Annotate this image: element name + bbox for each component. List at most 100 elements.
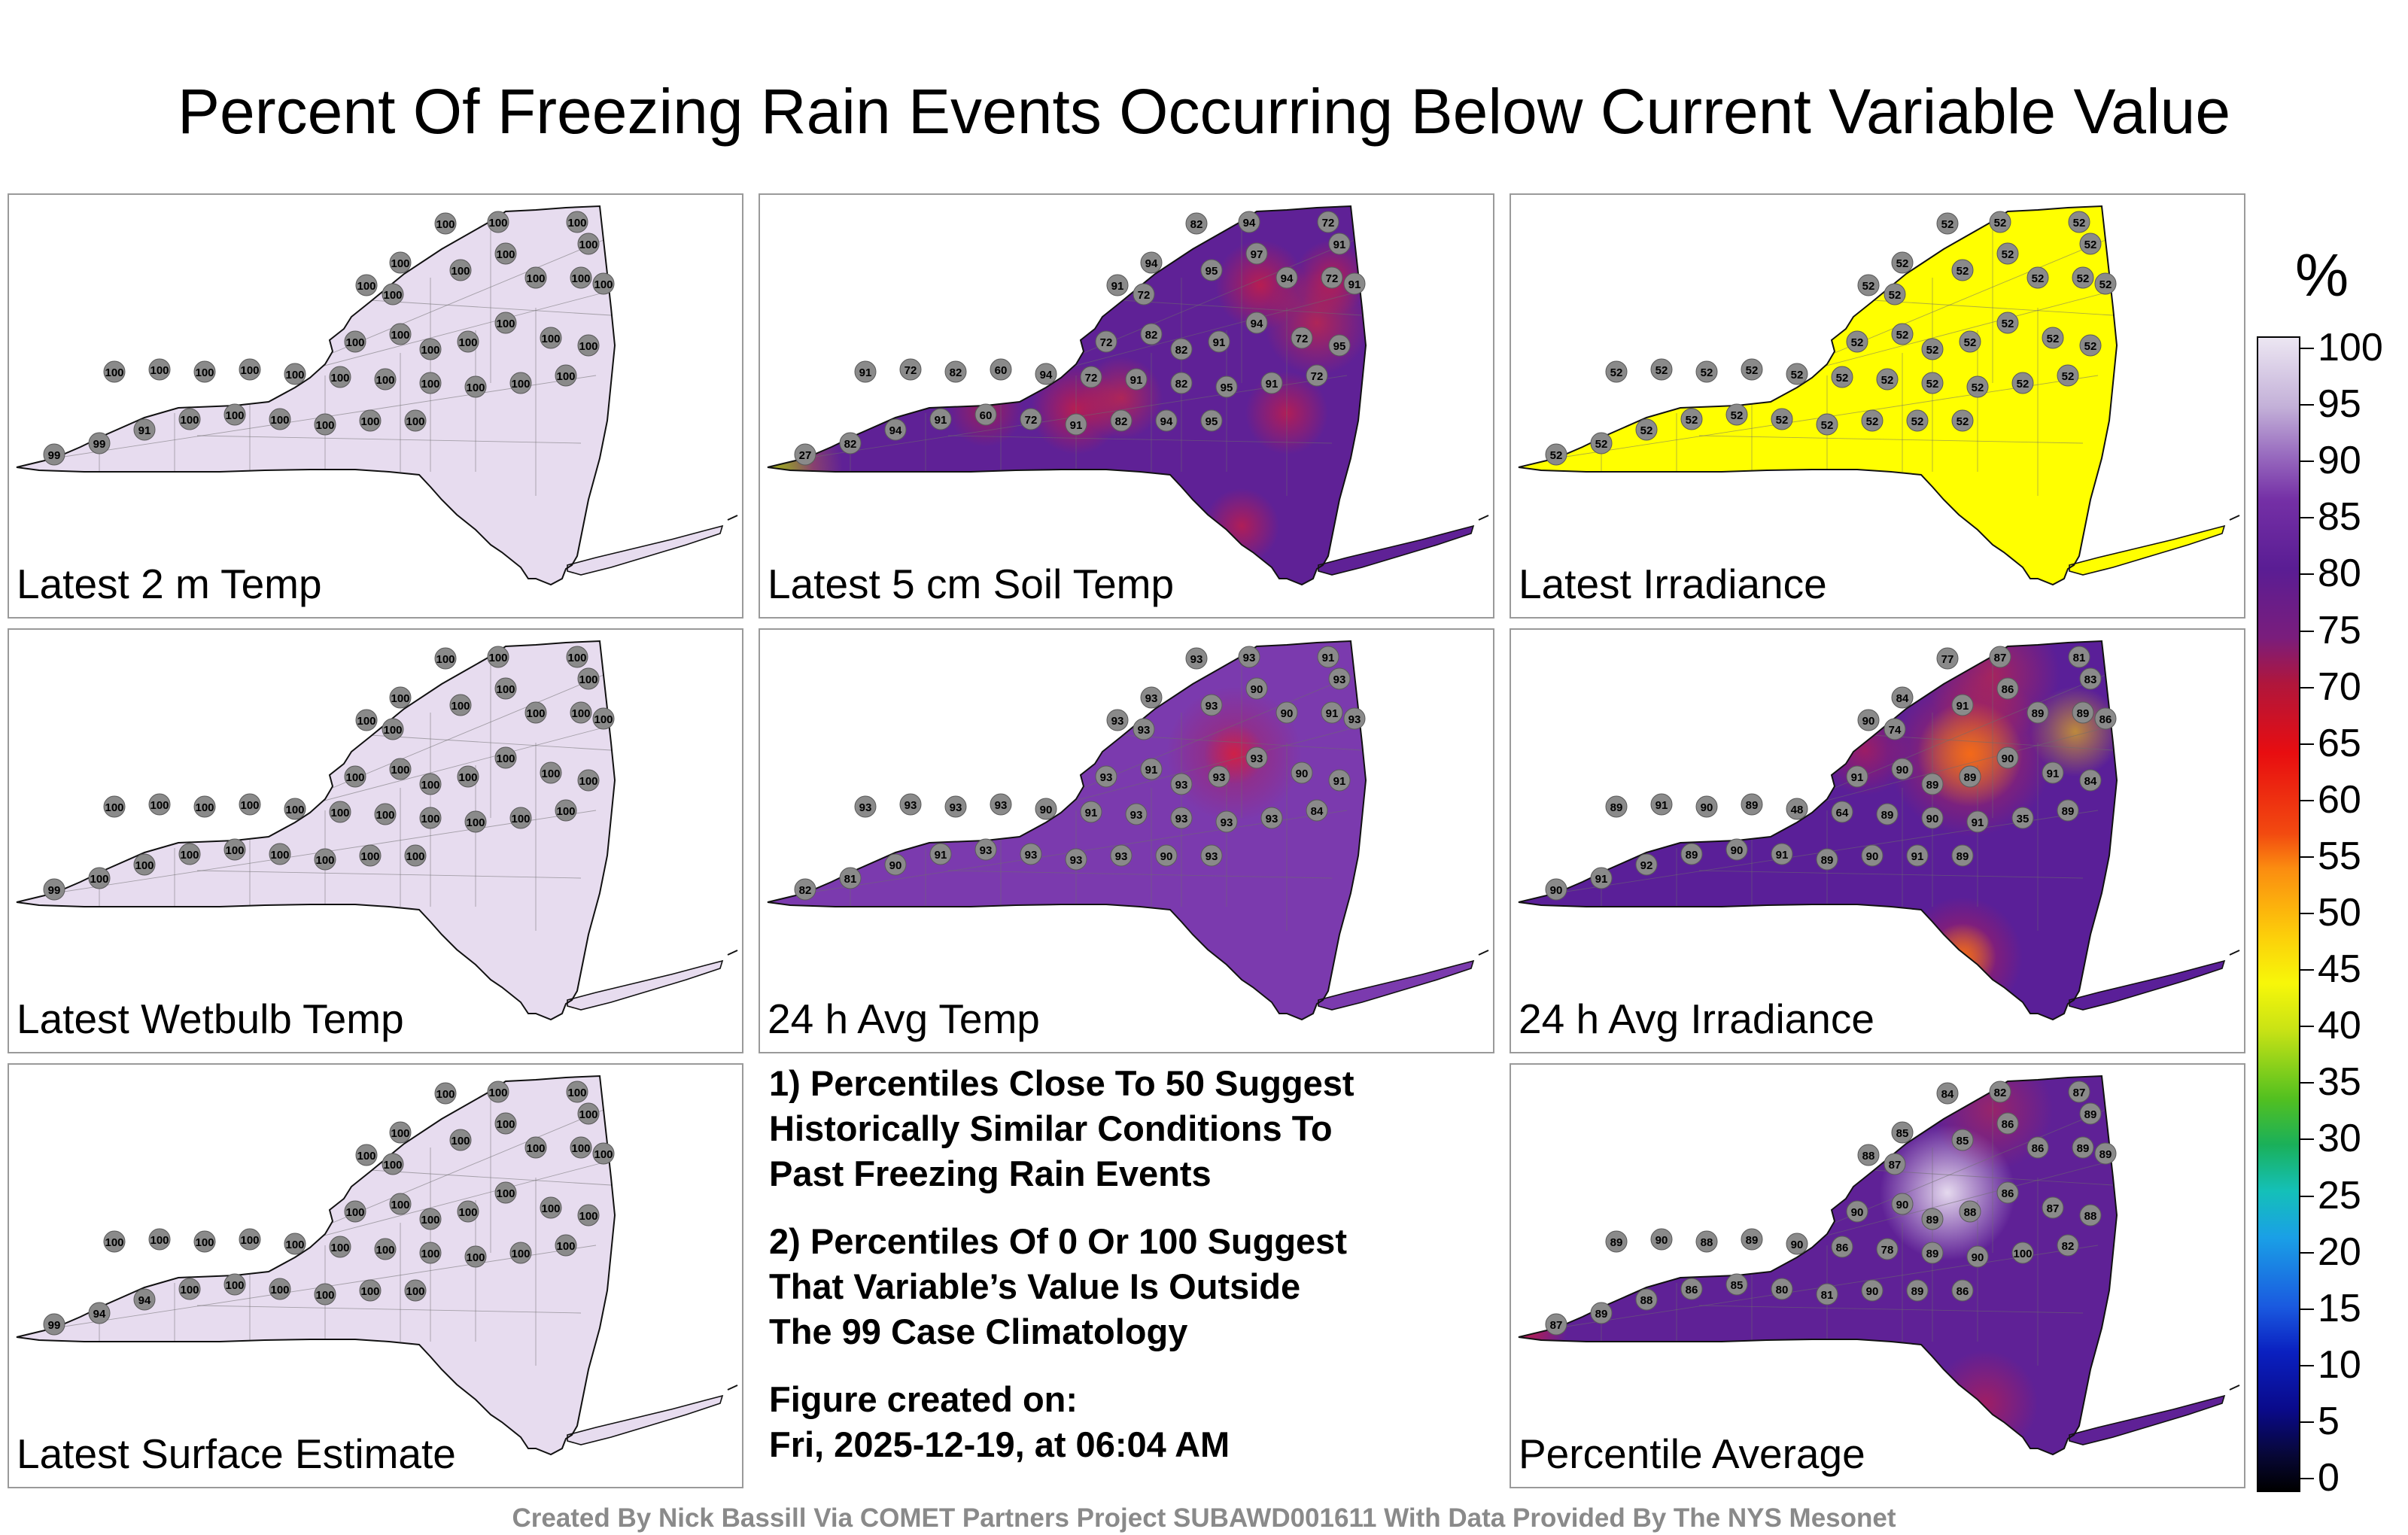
station-value: 72 [1138, 289, 1151, 302]
station-marker: 100 [389, 1121, 412, 1144]
station-marker: 93 [854, 795, 877, 818]
station-dot [1200, 259, 1223, 281]
station-marker: 94 [1238, 211, 1260, 233]
colorbar-tick-label: 95 [2318, 382, 2361, 426]
station-dot [899, 793, 922, 816]
station-marker: 91 [1906, 844, 1929, 867]
station-value: 60 [995, 364, 1008, 377]
station-value: 100 [511, 1248, 530, 1260]
station-marker: 89 [2072, 701, 2094, 724]
station-dot [389, 323, 412, 345]
station-marker: 91 [1771, 843, 1793, 865]
station-marker: 100 [457, 330, 479, 353]
station-value: 87 [1550, 1319, 1563, 1332]
colorbar-tick-mark [2300, 517, 2314, 518]
station-marker: 100 [494, 242, 517, 265]
station-dot [1080, 801, 1102, 823]
state-map: 100 100 100 100 100 100 100 100 100 100 100 100 100 1… [16, 205, 738, 586]
station-marker: 52 [1786, 363, 1808, 385]
panel-label: Latest Wetbulb Temp [17, 995, 404, 1042]
station-marker: 93 [1245, 746, 1268, 769]
fishers-island-mark [1478, 950, 1489, 956]
station-value: 99 [48, 449, 61, 462]
station-marker: 100 [223, 403, 246, 426]
station-dot [1306, 799, 1328, 822]
station-value: 100 [180, 1284, 199, 1296]
station-dot [344, 330, 366, 353]
station-dot [1936, 212, 1959, 235]
colorbar-tick-label: 10 [2318, 1343, 2361, 1387]
station-marker: 86 [1996, 1112, 2019, 1135]
station-value: 91 [1333, 775, 1346, 788]
colorbar-tick-mark [2300, 1026, 2314, 1027]
station-dot [434, 647, 457, 670]
station-dot [2057, 364, 2079, 387]
station-value: 91 [1111, 280, 1124, 293]
station-marker: 100 [592, 272, 615, 295]
panel-label: Latest 5 cm Soil Temp [768, 561, 1175, 607]
station-value: 90 [1701, 801, 1713, 814]
station-dot [1906, 1279, 1929, 1302]
station-dot [1786, 363, 1808, 385]
map-panel-6: 77 87 81 83 84 86 89 90 74 91 89 86 91 90 89 89 90 91 84 89… [1510, 628, 2245, 1053]
station-marker: 52 [1921, 372, 1944, 394]
county-boundary [369, 299, 612, 316]
station-value: 94 [1160, 415, 1173, 428]
station-value: 93 [1138, 724, 1151, 737]
map-panel-3: 52 52 52 52 52 52 52 52 52 52 52 52 52 52 52 52 52 52 52 52… [1510, 193, 2245, 619]
station-marker: 52 [1857, 274, 1880, 296]
station-value: 93 [1243, 652, 1256, 664]
colorbar-tick-mark [2300, 687, 2314, 688]
station-marker: 100 [329, 1236, 351, 1258]
station-marker: 84 [1936, 1082, 1959, 1105]
station-marker: 88 [1695, 1230, 1718, 1253]
station-value: 100 [315, 854, 334, 867]
station-marker: 100 [103, 795, 126, 818]
station-value: 35 [2017, 813, 2029, 825]
note-1: 1) Percentiles Close To 50 Suggest Histo… [769, 1061, 1476, 1196]
station-value: 86 [2032, 1142, 2045, 1155]
station-value: 52 [1550, 449, 1563, 462]
station-value: 91 [935, 414, 947, 427]
station-marker: 91 [929, 408, 952, 430]
station-dot [2079, 667, 2102, 690]
station-value: 100 [360, 1285, 379, 1298]
station-marker: 91 [1260, 372, 1283, 394]
station-dot [1065, 848, 1087, 871]
station-dot [2068, 1081, 2090, 1103]
station-dot [1208, 330, 1230, 353]
station-dot [570, 701, 592, 724]
state-outline [767, 640, 1367, 1021]
station-dot [1200, 694, 1223, 716]
station-dot [592, 707, 615, 730]
station-value: 100 [594, 1148, 613, 1161]
station-dot [1771, 408, 1793, 430]
note-2-line-1: 2) Percentiles Of 0 Or 100 Suggest [769, 1221, 1347, 1261]
station-value: 100 [150, 364, 169, 377]
station-value: 78 [1881, 1244, 1894, 1257]
station-value: 100 [556, 370, 575, 383]
station-marker: 81 [2068, 646, 2090, 668]
station-marker: 72 [1080, 366, 1102, 388]
station-dot [2042, 327, 2064, 349]
station-marker: 90 [1861, 844, 1884, 867]
station-value: 87 [2047, 1202, 2060, 1215]
station-dot [1306, 364, 1328, 387]
station-marker: 100 [344, 765, 366, 788]
station-marker: 52 [1831, 366, 1853, 388]
station-dot [1545, 1313, 1567, 1336]
station-value: 100 [406, 415, 424, 428]
station-value: 52 [2099, 278, 2112, 291]
station-value: 52 [1911, 415, 1924, 428]
station-value: 86 [2099, 713, 2112, 726]
station-marker: 87 [1989, 646, 2011, 668]
station-marker: 94 [1140, 251, 1163, 274]
station-dot [449, 259, 472, 281]
station-dot [239, 1228, 261, 1251]
station-value: 91 [138, 424, 151, 437]
map-fill [17, 1076, 722, 1454]
station-value: 90 [1866, 1285, 1879, 1298]
station-marker: 100 [419, 773, 442, 795]
station-value: 72 [1322, 217, 1335, 229]
station-value: 88 [1862, 1150, 1875, 1163]
